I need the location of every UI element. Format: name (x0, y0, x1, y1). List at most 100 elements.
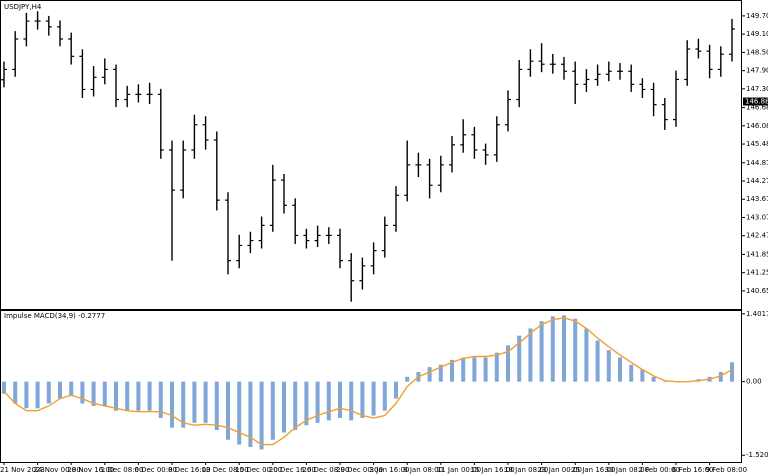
histogram-bar (2, 381, 6, 394)
histogram-bar (136, 381, 141, 411)
histogram-bar (237, 381, 242, 445)
histogram-bar (248, 381, 253, 447)
histogram-bar (315, 381, 320, 423)
y-tick-label: 146.685 (746, 104, 768, 112)
last-price-box (743, 97, 768, 106)
histogram-bar (562, 315, 566, 382)
histogram-bar (158, 381, 163, 418)
histogram-bar (360, 381, 365, 418)
histogram-bar (662, 381, 667, 383)
x-tick-label: 24 Nov 00:00 (34, 466, 81, 474)
histogram-bar (91, 381, 96, 406)
x-tick-label: 23 Jan 00:00 (538, 466, 582, 474)
x-tick-label: 8 Jan 08:00 (403, 466, 443, 474)
histogram-bar (450, 359, 454, 382)
histogram-bar (730, 362, 734, 382)
histogram-bar (147, 381, 152, 411)
histogram-bar (539, 321, 544, 382)
y-tick-label: 144.270 (746, 177, 768, 185)
y-tick-label: 149.700 (746, 12, 768, 20)
x-tick-label: 1 Dec 08:00 (101, 466, 144, 474)
histogram-bar (382, 381, 387, 411)
histogram-bar (506, 345, 510, 382)
y-tick-label: -1.5203 (746, 451, 768, 459)
histogram-bar (282, 381, 286, 433)
x-tick-label: 9 Feb 08:00 (706, 466, 747, 474)
histogram-bar (35, 381, 40, 409)
histogram-bar (69, 381, 74, 397)
y-tick-label: 147.900 (746, 67, 768, 75)
histogram-bar (618, 357, 622, 382)
histogram-bar (438, 364, 443, 382)
x-tick-label: 25 Jan 16:00 (571, 466, 615, 474)
indicator-panel (0, 310, 742, 463)
histogram-bar (226, 381, 230, 440)
y-tick-label: 145.485 (746, 140, 768, 148)
y-tick-label: 140.655 (746, 287, 768, 295)
histogram-bar (293, 381, 298, 431)
histogram-bar (24, 381, 29, 409)
y-tick-label: 147.300 (746, 85, 768, 93)
histogram-bar (125, 381, 130, 411)
histogram-bar (304, 381, 309, 426)
histogram-bar (640, 369, 645, 382)
histogram-bar (528, 328, 533, 382)
price-panel (0, 0, 742, 310)
x-tick-label: 21 Nov 2023 (0, 466, 45, 474)
y-tick-label: 148.500 (746, 48, 768, 56)
x-tick-label: 20 Dec 16:00 (269, 466, 316, 474)
chart-title: USDJPY,H4 (4, 3, 42, 11)
y-tick-label: 0.00 (746, 378, 762, 386)
histogram-bar (58, 381, 62, 399)
histogram-bar (181, 381, 186, 428)
x-tick-label: 18 Jan 08:00 (504, 466, 548, 474)
y-tick-label: 143.670 (746, 195, 768, 203)
histogram-bar (349, 381, 354, 421)
histogram-bar (584, 328, 589, 382)
x-tick-label: 8 Dec 16:00 (168, 466, 211, 474)
y-tick-label: 144.870 (746, 159, 768, 167)
x-tick-label: 15 Jan 16:00 (470, 466, 514, 474)
y-tick-label: 143.070 (746, 213, 768, 221)
histogram-bar (13, 381, 18, 404)
x-tick-label: 11 Jan 00:00 (437, 466, 481, 474)
histogram-bar (427, 367, 432, 382)
last-price-label: 146.884 (745, 98, 768, 106)
signal-line (3, 317, 733, 446)
x-tick-label: 28 Nov 16:00 (67, 466, 114, 474)
indicator-title: Impulse MACD(34,9) -0.2777 (4, 312, 105, 320)
histogram-bar (114, 381, 118, 411)
histogram-bar (170, 381, 174, 428)
x-tick-label: 6 Feb 16:00 (672, 466, 713, 474)
histogram-bar (550, 316, 555, 382)
histogram-bar (338, 381, 342, 418)
histogram-bar (595, 340, 600, 382)
x-tick-label: 26 Dec 08:00 (302, 466, 349, 474)
histogram-bar (80, 381, 85, 404)
histogram-bar (629, 364, 634, 382)
y-tick-label: 142.470 (746, 232, 768, 240)
y-tick-label: 146.085 (746, 122, 768, 130)
histogram-bar (718, 371, 723, 382)
histogram-bar (483, 357, 488, 382)
y-tick-label: 141.255 (746, 269, 768, 277)
histogram-bar (405, 376, 410, 382)
histogram-bar (326, 381, 331, 421)
histogram-bar (270, 381, 275, 440)
x-tick-label: 3 Jan 16:00 (370, 466, 410, 474)
x-tick-label: 29 Dec 00:00 (336, 466, 383, 474)
histogram-bar (461, 357, 466, 382)
histogram-bar (192, 381, 197, 423)
histogram-bar (472, 357, 477, 382)
histogram-bar (494, 352, 499, 382)
x-tick-label: 15 Dec 00:00 (235, 466, 282, 474)
histogram-bar (606, 350, 611, 382)
histogram-bar (214, 381, 219, 431)
x-tick-label: 2 Feb 00:00 (638, 466, 679, 474)
x-tick-label: 6 Dec 00:00 (134, 466, 177, 474)
histogram-bar (371, 381, 376, 416)
y-tick-label: 141.855 (746, 250, 768, 258)
histogram-bar (203, 381, 208, 423)
y-tick-label: 1.4017 (746, 310, 768, 318)
